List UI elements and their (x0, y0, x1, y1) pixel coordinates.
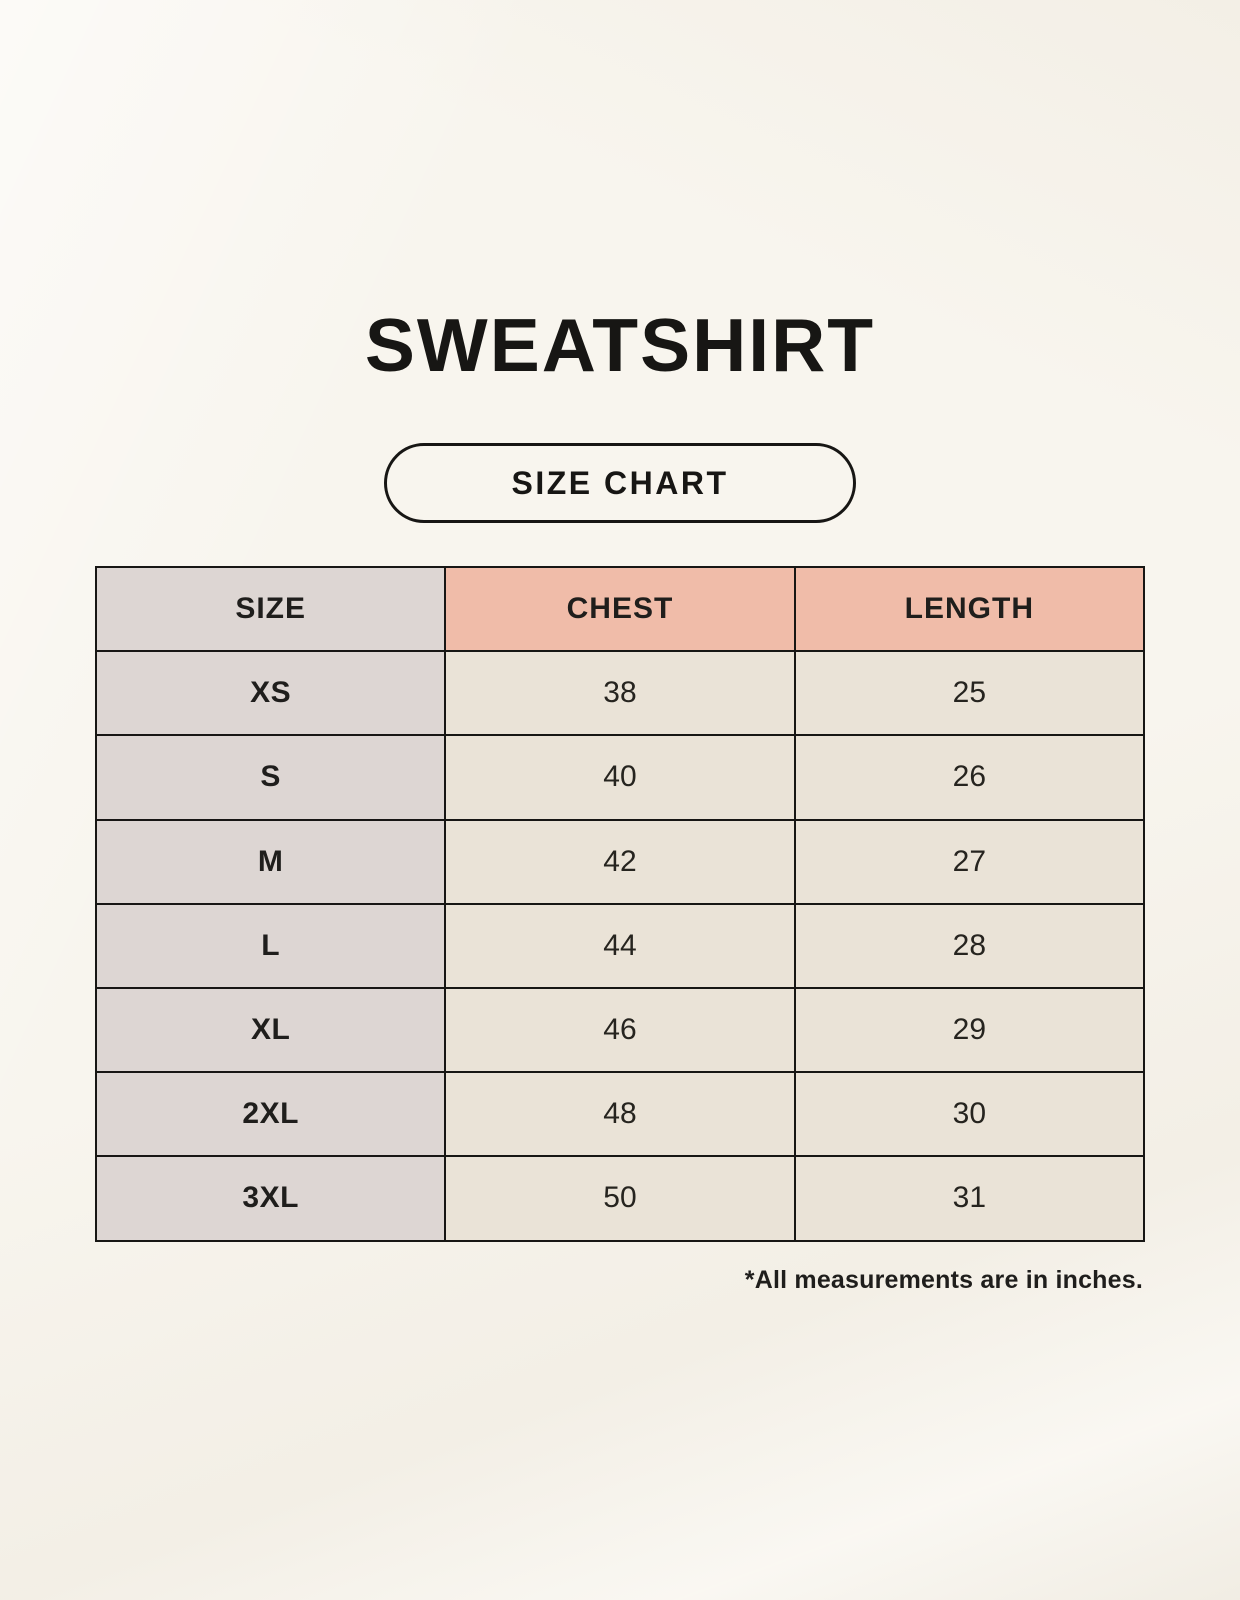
length-value: 27 (793, 818, 1146, 905)
column-header-chest: CHEST (444, 565, 796, 653)
table-row: XL 46 29 (94, 986, 1146, 1074)
size-chart-badge-label: SIZE CHART (511, 464, 729, 501)
chest-value: 50 (444, 1155, 796, 1242)
length-value: 31 (793, 1155, 1146, 1242)
page-title: SWEATSHIRT (364, 303, 876, 387)
length-value: 29 (793, 986, 1146, 1074)
size-label: M (94, 818, 447, 905)
size-label: XL (94, 986, 447, 1074)
chest-value: 44 (444, 902, 796, 989)
table-row: 2XL 48 30 (94, 1071, 1146, 1158)
size-label: XS (94, 650, 447, 737)
size-label: S (94, 734, 447, 821)
size-chart-badge: SIZE CHART (384, 443, 856, 523)
column-header-length: LENGTH (793, 565, 1146, 653)
chest-value: 40 (444, 734, 796, 821)
chest-value: 38 (444, 650, 796, 737)
table-row: M 42 27 (94, 818, 1146, 905)
length-value: 28 (793, 902, 1146, 989)
table-header-row: SIZE CHEST LENGTH (94, 565, 1146, 653)
size-label: 2XL (94, 1071, 447, 1158)
column-header-size: SIZE (94, 565, 447, 653)
length-value: 25 (793, 650, 1146, 737)
size-label: 3XL (94, 1155, 447, 1242)
chest-value: 42 (444, 818, 796, 905)
size-label: L (94, 902, 447, 989)
length-value: 30 (793, 1071, 1146, 1158)
chest-value: 46 (444, 986, 796, 1074)
measurements-footnote: *All measurements are in inches. (744, 1266, 1143, 1294)
chest-value: 48 (444, 1071, 796, 1158)
table-row: XS 38 25 (94, 650, 1146, 737)
table-row: 3XL 50 31 (94, 1155, 1146, 1242)
table-row: S 40 26 (94, 734, 1146, 821)
length-value: 26 (793, 734, 1146, 821)
size-table: SIZE CHEST LENGTH XS 38 25 S 40 26 M 42 … (94, 565, 1146, 1242)
table-row: L 44 28 (94, 902, 1146, 989)
